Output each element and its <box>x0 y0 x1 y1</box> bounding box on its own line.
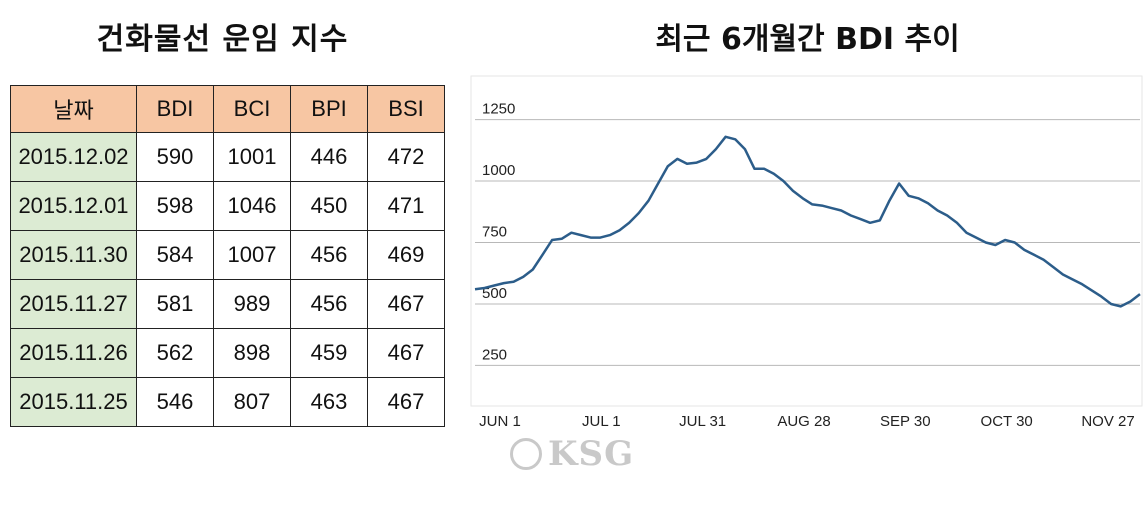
bdi-chart: 250 500 750 1000 1250 JUN 1 JUL 1 JUL 31 AUG 28 S… <box>470 75 1145 503</box>
cell-date: 2015.11.25 <box>10 377 137 427</box>
x-tick-label: JUN 1 <box>479 413 521 430</box>
chart-title: 최근 6개월간 BDI 추이 <box>655 22 960 57</box>
bdi-line-chart-svg: 250 500 750 1000 1250 JUN 1 JUL 1 JUL 31 AUG 28 S… <box>470 75 1143 430</box>
x-tick-label: JUL 1 <box>582 413 621 430</box>
cell-bci: 1046 <box>213 181 291 231</box>
cell-bci: 1007 <box>213 230 291 280</box>
cell-bci: 898 <box>213 328 291 378</box>
cell-date: 2015.11.26 <box>10 328 137 378</box>
y-tick-label: 1250 <box>482 101 515 118</box>
cell-bci: 1001 <box>213 132 291 182</box>
ksg-logo: KSG <box>510 434 640 474</box>
x-tick-label: SEP 30 <box>880 413 931 430</box>
cell-bsi: 467 <box>367 279 445 329</box>
table-row: 2015.12.01 598 1046 450 471 <box>10 181 445 231</box>
y-tick-label: 500 <box>482 285 507 302</box>
header-bpi: BPI <box>290 85 368 133</box>
cell-bsi: 467 <box>367 377 445 427</box>
seal-icon <box>510 438 542 470</box>
table-header-row: 날짜 BDI BCI BPI BSI <box>10 85 445 133</box>
cell-bdi: 590 <box>136 132 214 182</box>
cell-bsi: 472 <box>367 132 445 182</box>
table-row: 2015.12.02 590 1001 446 472 <box>10 132 445 182</box>
cell-bsi: 471 <box>367 181 445 231</box>
logo-text: KSG <box>548 434 635 474</box>
x-tick-label: OCT 30 <box>981 413 1033 430</box>
cell-date: 2015.12.01 <box>10 181 137 231</box>
table-row: 2015.11.27 581 989 456 467 <box>10 279 445 329</box>
header-date: 날짜 <box>10 85 137 133</box>
cell-bsi: 469 <box>367 230 445 280</box>
table-row: 2015.11.30 584 1007 456 469 <box>10 230 445 280</box>
cell-bpi: 456 <box>290 279 368 329</box>
x-tick-label: JUL 31 <box>679 413 726 430</box>
header-bsi: BSI <box>367 85 445 133</box>
table-row: 2015.11.26 562 898 459 467 <box>10 328 445 378</box>
bdi-series-line <box>474 135 1141 308</box>
freight-index-table: 날짜 BDI BCI BPI BSI 2015.12.02 590 1001 4… <box>10 85 445 427</box>
y-tick-label: 750 <box>482 224 507 241</box>
cell-bpi: 459 <box>290 328 368 378</box>
cell-bdi: 562 <box>136 328 214 378</box>
y-tick-label: 250 <box>482 346 507 363</box>
cell-bpi: 450 <box>290 181 368 231</box>
y-tick-label: 1000 <box>482 162 515 179</box>
header-bci: BCI <box>213 85 291 133</box>
cell-bdi: 598 <box>136 181 214 231</box>
x-tick-label: NOV 27 <box>1081 413 1134 430</box>
cell-bdi: 584 <box>136 230 214 280</box>
cell-bdi: 581 <box>136 279 214 329</box>
cell-date: 2015.11.27 <box>10 279 137 329</box>
table-row: 2015.11.25 546 807 463 467 <box>10 377 445 427</box>
cell-bpi: 463 <box>290 377 368 427</box>
cell-bpi: 456 <box>290 230 368 280</box>
cell-date: 2015.11.30 <box>10 230 137 280</box>
x-tick-label: AUG 28 <box>777 413 830 430</box>
cell-bdi: 546 <box>136 377 214 427</box>
cell-bsi: 467 <box>367 328 445 378</box>
table-title: 건화물선 운임 지수 <box>96 22 349 57</box>
cell-bci: 807 <box>213 377 291 427</box>
cell-bpi: 446 <box>290 132 368 182</box>
cell-bci: 989 <box>213 279 291 329</box>
chart-frame <box>470 75 1143 407</box>
cell-date: 2015.12.02 <box>10 132 137 182</box>
header-bdi: BDI <box>136 85 214 133</box>
